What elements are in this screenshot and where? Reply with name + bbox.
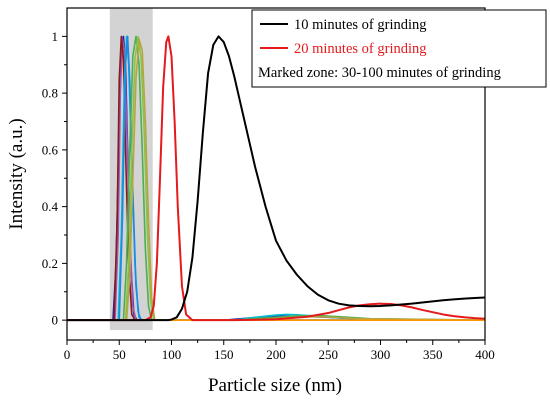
legend-box	[251, 9, 547, 88]
x-tick-label-8: 400	[475, 347, 495, 362]
series-line-6	[67, 35, 485, 321]
series-line-4	[67, 35, 485, 321]
series-line-0	[67, 35, 486, 322]
series-layer	[67, 35, 486, 322]
y-axis-title: Intensity (a.u.)	[6, 118, 27, 229]
x-tick-label-5: 250	[319, 347, 339, 362]
y-tick-label-1: 0.2	[42, 256, 58, 271]
x-tick-label-4: 200	[266, 347, 286, 362]
series-line-3	[67, 38, 485, 321]
y-tick-label-5: 1	[52, 29, 59, 44]
x-tick-label-7: 350	[423, 347, 443, 362]
axes-layer: 0 50 100 150 200 250 300 350 400 0 0.2 0.4 0.6 0.8 1	[42, 7, 495, 362]
y-tick-label-0: 0	[52, 313, 59, 328]
series-line-9	[67, 38, 486, 321]
series-line-7	[67, 35, 486, 321]
x-tick-label-3: 150	[214, 347, 234, 362]
legend-label-2: Marked zone: 30-100 minutes of grinding	[258, 65, 501, 81]
x-tick-label-6: 300	[371, 347, 391, 362]
y-tick-label-3: 0.6	[42, 142, 59, 157]
x-tick-label-2: 100	[162, 347, 182, 362]
x-tick-label-0: 0	[64, 347, 71, 362]
x-axis-title: Particle size (nm)	[208, 375, 342, 396]
x-tick-label-1: 50	[113, 347, 126, 362]
y-tick-label-2: 0.4	[42, 199, 59, 214]
legend-label-0: 10 minutes of grinding	[294, 17, 427, 33]
series-line-8	[67, 35, 485, 321]
legend: 10 minutes of grinding 20 minutes of grin…	[251, 9, 547, 88]
series-line-1	[67, 35, 486, 322]
y-tick-label-4: 0.8	[42, 86, 58, 101]
legend-label-1: 20 minutes of grinding	[294, 41, 427, 57]
